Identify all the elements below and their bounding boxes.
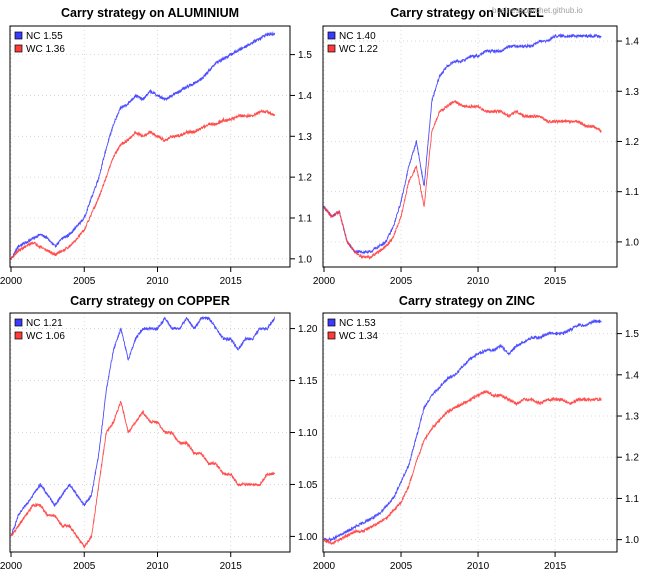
grid <box>323 26 617 267</box>
legend: NC 1.55 WC 1.36 <box>14 31 65 55</box>
y-axis: 1.0 1.1 1.2 1.3 1.4 1.5 <box>617 329 639 546</box>
legend-label: NC 1.40 <box>339 31 376 42</box>
x-tick-label: 2005 <box>390 276 413 287</box>
y-tick-label: 1.5 <box>298 50 312 61</box>
y-tick-label: 1.2 <box>298 173 312 184</box>
legend-swatch <box>14 331 23 340</box>
y-tick-label: 1.5 <box>625 329 639 340</box>
x-tick-label: 2000 <box>313 561 336 572</box>
y-tick-label: 1.4 <box>625 370 639 381</box>
series-line-1 <box>323 32 602 255</box>
x-tick-label: 2005 <box>73 276 96 287</box>
chart-panel-4: Carry strategy on ZINC 2000 2005 2010 2015 1.… <box>313 294 639 572</box>
chart-panel-2: Carry strategy on NICKEL 2000 2005 2010 2015… <box>313 6 639 287</box>
legend-swatch <box>327 31 336 40</box>
x-tick-label: 2000 <box>0 561 23 572</box>
legend: NC 1.21 WC 1.06 <box>14 318 65 342</box>
chart-title: Carry strategy on NICKEL <box>390 6 544 20</box>
plot-frame <box>322 312 618 553</box>
y-tick-label: 1.00 <box>298 532 318 543</box>
x-tick-label: 2010 <box>467 276 490 287</box>
y-tick-label: 1.4 <box>625 37 639 48</box>
x-axis: 2000 2005 2010 2015 <box>0 552 242 572</box>
grid <box>323 313 617 552</box>
y-tick-label: 1.2 <box>625 137 639 148</box>
chart-title: Carry strategy on ZINC <box>399 294 535 308</box>
plot-frame <box>9 25 291 268</box>
legend-swatch <box>14 31 23 40</box>
x-axis: 2000 2005 2010 2015 <box>313 552 567 572</box>
y-tick-label: 1.3 <box>625 412 639 423</box>
y-tick-label: 1.0 <box>625 237 639 248</box>
series-line-2 <box>323 390 602 545</box>
y-tick-label: 1.4 <box>298 91 312 102</box>
y-tick-label: 1.1 <box>625 187 639 198</box>
x-tick-label: 2015 <box>544 276 567 287</box>
series-line-1 <box>10 316 276 536</box>
y-axis: 1.0 1.1 1.2 1.3 1.4 1.5 <box>290 50 312 265</box>
series-line-2 <box>10 108 276 260</box>
y-tick-label: 1.15 <box>298 376 318 387</box>
y-tick-label: 1.1 <box>298 213 312 224</box>
y-axis: 1.0 1.1 1.2 1.3 1.4 <box>617 37 639 248</box>
watermark: businessperchet.github.io <box>492 6 583 15</box>
chart-panel-3: Carry strategy on COPPER 2000 2005 2010 2015… <box>0 294 318 572</box>
series-line-2 <box>10 400 276 549</box>
y-tick-label: 1.2 <box>625 453 639 464</box>
legend-label: WC 1.22 <box>339 44 378 55</box>
x-tick-label: 2015 <box>220 276 243 287</box>
y-tick-label: 1.0 <box>625 535 639 546</box>
y-tick-label: 1.20 <box>298 324 318 335</box>
y-tick-label: 1.1 <box>625 494 639 505</box>
x-tick-label: 2015 <box>220 561 243 572</box>
legend-swatch <box>14 318 23 327</box>
series-line-1 <box>323 318 602 543</box>
legend-label: WC 1.34 <box>339 331 378 342</box>
chart-title: Carry strategy on ALUMINIUM <box>61 6 239 20</box>
legend-swatch <box>327 331 336 340</box>
y-tick-label: 1.05 <box>298 480 318 491</box>
legend-label: NC 1.21 <box>26 318 63 329</box>
legend-swatch <box>327 318 336 327</box>
x-tick-label: 2000 <box>0 276 23 287</box>
legend-label: WC 1.36 <box>26 44 65 55</box>
y-tick-label: 1.10 <box>298 428 318 439</box>
x-tick-label: 2015 <box>544 561 567 572</box>
grid <box>10 26 290 267</box>
x-tick-label: 2000 <box>313 276 336 287</box>
legend-label: NC 1.53 <box>339 318 376 329</box>
series-line-2 <box>323 99 602 260</box>
x-tick-label: 2005 <box>73 561 96 572</box>
x-axis: 2000 2005 2010 2015 <box>0 267 242 287</box>
legend-label: WC 1.06 <box>26 331 65 342</box>
x-tick-label: 2010 <box>467 561 490 572</box>
chart-title: Carry strategy on COPPER <box>70 294 230 308</box>
legend: NC 1.53 WC 1.34 <box>327 318 378 342</box>
x-tick-label: 2010 <box>146 276 169 287</box>
legend-swatch <box>327 44 336 53</box>
y-axis: 1.00 1.05 1.10 1.15 1.20 <box>290 324 318 543</box>
series-line-1 <box>10 30 276 260</box>
legend: NC 1.40 WC 1.22 <box>327 31 378 55</box>
x-tick-label: 2010 <box>146 561 169 572</box>
x-tick-label: 2005 <box>390 561 413 572</box>
y-tick-label: 1.0 <box>298 254 312 265</box>
y-tick-label: 1.3 <box>625 87 639 98</box>
plot-frame <box>322 25 618 268</box>
legend-label: NC 1.55 <box>26 31 63 42</box>
legend-swatch <box>14 44 23 53</box>
y-tick-label: 1.3 <box>298 132 312 143</box>
x-axis: 2000 2005 2010 2015 <box>313 267 567 287</box>
